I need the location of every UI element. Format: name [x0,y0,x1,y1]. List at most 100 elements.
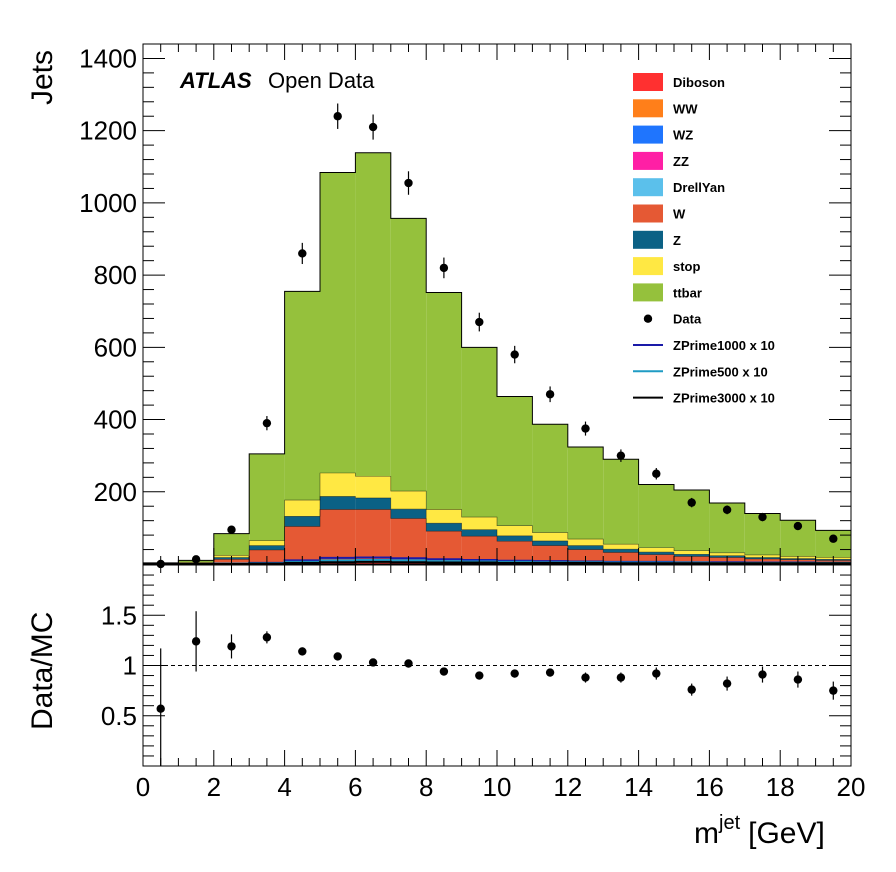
bar-w [390,518,427,561]
bar-z [674,554,710,557]
bar-stop [320,473,356,497]
legend-label: W [673,207,686,222]
legend-label: Diboson [673,75,725,90]
ratio-point [722,679,732,688]
series-ttbar [143,152,851,564]
outline-w [143,509,851,565]
ratio-y-tick-label: 0.5 [101,701,137,731]
bar-z [532,540,568,546]
legend-label: Data [673,312,702,327]
ratio-point [404,659,413,668]
bar-w [284,526,320,561]
stack-outline [142,152,852,564]
ratio-point [227,642,236,651]
data-point [616,451,626,460]
y-tick-label: 600 [94,332,137,362]
bar-ttbar [815,530,851,558]
ratio-point [793,675,803,684]
bar-stop [638,547,674,553]
main-panel: 200400600800100012001400DibosonWWWZZZDre… [79,43,852,569]
legend-swatch [633,99,663,118]
bar-stop [426,509,462,524]
ratio-y-tick-label: 1.5 [101,600,137,630]
legend-label: ZPrime500 x 10 [673,364,768,379]
legend-label: ttbar [673,285,702,300]
bar-w [426,531,462,561]
x-tick-label: 6 [348,772,362,802]
y-tick-label: 200 [94,477,137,507]
bar-stop [355,476,391,498]
bar-ttbar [461,347,497,518]
data-point [333,112,342,121]
bar-stop [249,540,285,546]
legend-marker [643,314,653,323]
data-point [545,390,555,399]
ratio-y-tick-label: 1 [123,651,137,681]
legend-label: ZZ [673,154,689,169]
data-point [793,521,803,531]
ratio-point [545,668,555,677]
ratio-point [439,667,449,676]
data-point [368,122,378,132]
bar-w [320,509,356,561]
ratio-point [262,633,272,642]
bar-stop [709,552,745,556]
bar-z [284,516,320,527]
bar-stop [567,539,604,546]
legend: DibosonWWWZZZDrellYanWZstopttbarDataZPri… [633,73,775,406]
bar-z [603,549,639,553]
data-points [156,103,838,569]
data-point [298,249,307,258]
x-axis-title-sup: jet [718,812,741,834]
data-point [439,263,449,273]
bar-ttbar [284,291,320,501]
legend-swatch [633,125,663,144]
legend-swatch [633,73,663,91]
outline-z [143,496,851,565]
x-tick-label: 4 [277,772,291,802]
data-point [758,512,767,522]
bar-z [355,497,391,510]
x-tick-label: 20 [837,772,866,802]
ratio-point [829,686,838,695]
bar-ttbar [213,533,250,556]
legend-swatch [633,283,663,302]
bar-z [567,545,604,550]
y-tick-label: 1000 [79,188,137,218]
x-tick-label: 2 [207,772,221,802]
outline-stop [143,472,851,564]
ratio-point [191,637,201,646]
bar-stop [390,491,427,510]
atlas-label: ATLAS [179,68,252,93]
legend-swatch [633,230,663,249]
x-tick-label: 18 [766,772,795,802]
legend-label: WW [673,101,698,116]
ratio-point [687,685,696,694]
bar-w [532,545,568,562]
bar-z [320,496,356,510]
x-tick-label: 12 [553,772,582,802]
ratio-point [510,669,519,678]
x-tick-label: 8 [419,772,433,802]
x-axis-title: mjet [GeV] [694,812,825,850]
bar-z [390,509,427,519]
ratio-panel: 0.5 1 1.5 0 2 4 6 8 10 12 14 16 18 20 [101,564,866,802]
data-point [475,317,484,327]
bar-ttbar [497,396,533,526]
bar-stop [603,544,639,550]
bar-ttbar [567,447,604,540]
legend-label: ZPrime3000 x 10 [673,391,775,406]
bar-z [497,535,533,542]
bar-ttbar [249,453,285,541]
legend-label: stop [673,259,701,274]
data-point [262,418,272,428]
bar-z [426,523,462,532]
legend-swatch [633,178,663,197]
x-tick-label: 10 [483,772,512,802]
bar-ttbar [320,172,356,474]
bar-stop [284,500,320,517]
bar-ttbar [426,292,462,510]
bar-ttbar [638,484,674,548]
y-tick-label: 1400 [79,43,137,73]
data-point [652,469,661,478]
